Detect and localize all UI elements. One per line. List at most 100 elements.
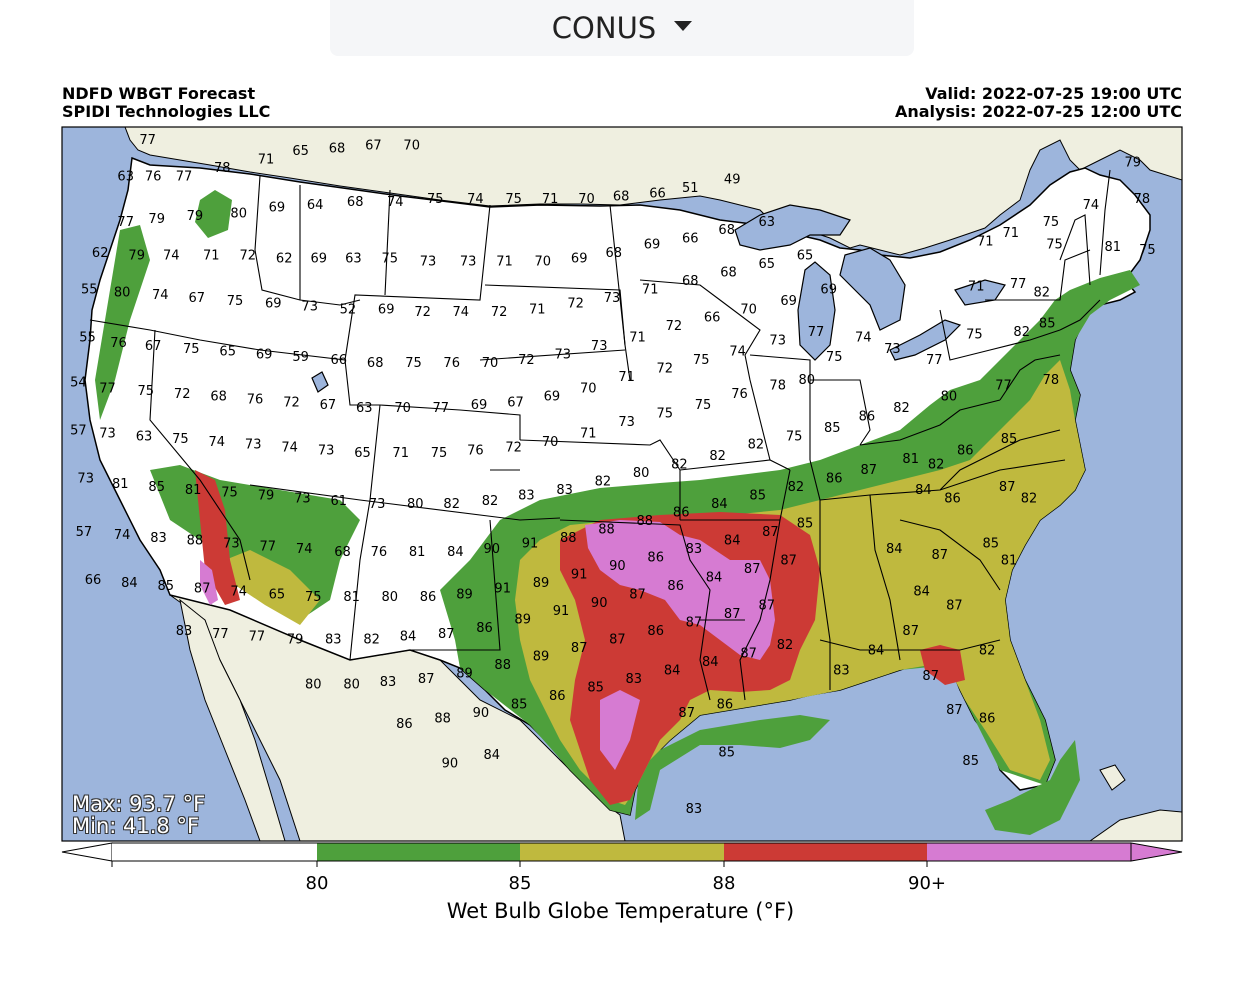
station-value: 73	[294, 491, 311, 506]
station-value: 77	[99, 381, 116, 396]
station-value: 81	[1105, 240, 1122, 255]
station-value: 87	[438, 627, 455, 642]
station-value: 87	[744, 562, 761, 577]
station-value: 77	[995, 379, 1012, 394]
station-value: 88	[637, 514, 654, 529]
station-value: 84	[400, 630, 417, 645]
station-value: 83	[686, 542, 703, 557]
station-value: 75	[427, 192, 444, 207]
station-value: 82	[1013, 325, 1030, 340]
station-value: 72	[518, 353, 535, 368]
station-value: 81	[185, 483, 202, 498]
great-lakes	[311, 204, 1006, 393]
station-value: 72	[666, 319, 683, 334]
station-value: 87	[762, 525, 779, 540]
caret-down-icon[interactable]	[674, 21, 693, 31]
station-value: 87	[571, 641, 588, 656]
station-value: 82	[595, 474, 612, 489]
station-value: 91	[571, 568, 588, 583]
station-value: 66	[331, 353, 348, 368]
station-value: 85	[797, 517, 814, 532]
station-value: 86	[944, 491, 961, 506]
station-value: 71	[496, 254, 513, 269]
station-value: 87	[724, 607, 741, 622]
station-value: 75	[966, 328, 983, 343]
station-value: 83	[150, 531, 167, 546]
station-value: 70	[580, 381, 597, 396]
station-value: 80	[343, 678, 360, 693]
station-value: 90	[473, 706, 490, 721]
station-value: 86	[673, 506, 690, 521]
station-value: 87	[946, 703, 963, 718]
station-value: 75	[505, 192, 522, 207]
station-value: 68	[718, 223, 735, 238]
station-value: 89	[456, 587, 473, 602]
region-selector[interactable]: CONUS	[330, 0, 914, 56]
time-info-block: Valid: 2022-07-25 19:00 UTC Analysis: 20…	[895, 85, 1182, 121]
station-value: 85	[1001, 432, 1018, 447]
station-value: 69	[269, 201, 286, 216]
station-value: 68	[210, 390, 227, 405]
station-value: 86	[549, 689, 566, 704]
station-value: 63	[136, 429, 153, 444]
station-value: 84	[706, 570, 723, 585]
station-value: 85	[824, 421, 841, 436]
station-value: 63	[759, 215, 776, 230]
station-value: 64	[307, 198, 324, 213]
station-value: 82	[1021, 491, 1038, 506]
station-value: 67	[189, 291, 206, 306]
station-value: 51	[682, 181, 699, 196]
colorbar-tick-85: 85	[509, 873, 532, 894]
station-value: 86	[717, 697, 734, 712]
station-value: 75	[1043, 215, 1060, 230]
station-value: 82	[928, 458, 945, 473]
station-value: 70	[740, 302, 757, 317]
station-value: 68	[329, 141, 346, 156]
station-value: 80	[382, 590, 399, 605]
station-value: 74	[1083, 198, 1100, 213]
region-selector-label: CONUS	[551, 11, 657, 45]
station-value: 88	[598, 522, 615, 537]
station-value: 90	[442, 757, 459, 772]
station-value: 65	[292, 144, 309, 159]
station-value: 85	[148, 480, 165, 495]
station-value: 70	[578, 192, 595, 207]
station-value: 73	[460, 254, 477, 269]
station-value: 72	[505, 441, 522, 456]
station-value-labels: 77 63 76 77 78 71 65 68 67 70 77 79 79 80 69 64 68 74 75 74…	[70, 133, 1156, 817]
station-value: 85	[962, 754, 979, 769]
station-value: 78	[1043, 373, 1060, 388]
station-value: 55	[79, 331, 96, 346]
station-value: 87	[686, 616, 703, 631]
station-value: 65	[759, 257, 776, 272]
cuba-land	[1089, 809, 1182, 841]
station-value: 62	[92, 246, 109, 261]
station-value: 61	[331, 494, 348, 509]
station-value: 80	[305, 678, 322, 693]
colorbar-title: Wet Bulb Globe Temperature (°F)	[446, 899, 795, 923]
station-value: 75	[405, 356, 422, 371]
station-value: 71	[580, 426, 597, 441]
station-value: 77	[433, 401, 450, 416]
station-value: 77	[249, 630, 266, 645]
station-value: 75	[693, 353, 710, 368]
station-value: 90	[591, 596, 608, 611]
lake-erie	[889, 319, 962, 361]
station-value: 89	[533, 649, 550, 664]
colorbar: 80 85 88 90+	[61, 842, 1183, 894]
station-value: 84	[447, 545, 464, 560]
station-value: 75	[826, 350, 843, 365]
station-value: 71	[629, 331, 646, 346]
station-value: 70	[403, 139, 420, 154]
station-value: 79	[287, 633, 304, 648]
station-value: 75	[227, 294, 244, 309]
station-value: 73	[591, 339, 608, 354]
station-value: 91	[553, 604, 570, 619]
station-value: 69	[471, 398, 488, 413]
station-value: 69	[644, 237, 661, 252]
station-value: 77	[260, 539, 277, 554]
station-value: 75	[138, 384, 155, 399]
station-value: 82	[788, 480, 805, 495]
station-value: 87	[759, 599, 776, 614]
